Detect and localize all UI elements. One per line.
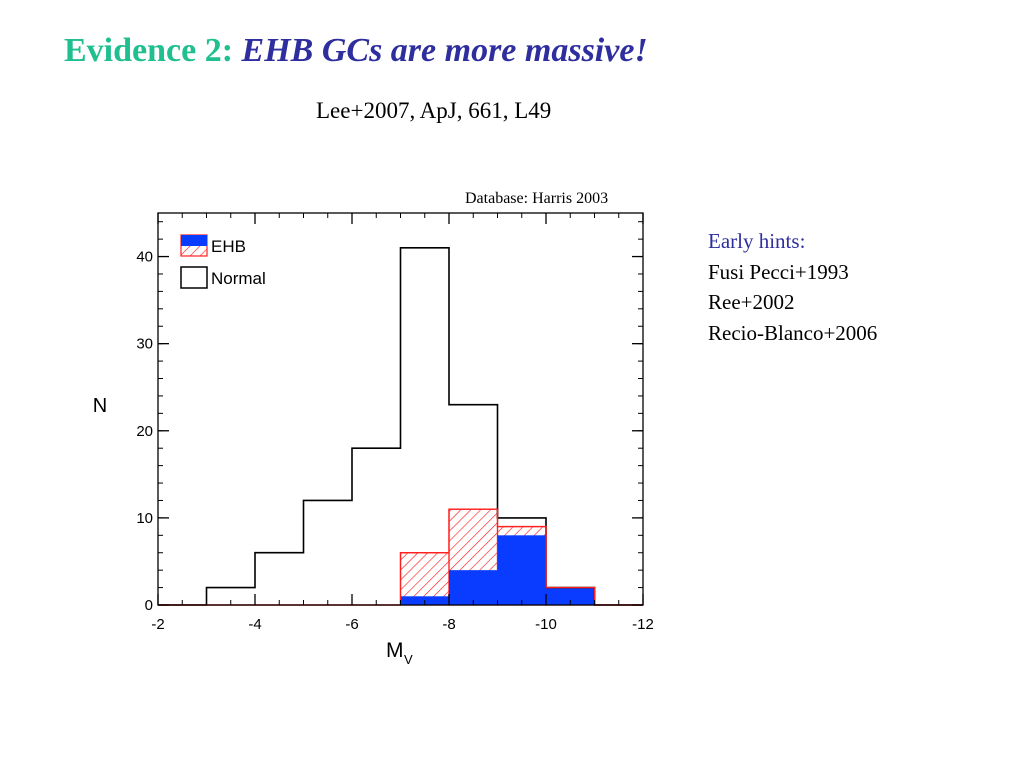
x-tick-label: -12 — [632, 616, 654, 633]
early-hints-box: Early hints: Fusi Pecci+1993 Ree+2002 Re… — [708, 226, 877, 348]
y-tick-label: 30 — [136, 336, 153, 353]
hints-header: Early hints: — [708, 229, 806, 253]
y-tick-label: 0 — [145, 597, 153, 614]
normal-step-line — [158, 247, 643, 606]
axes: -2 -4 -6 -8 -10 -12 0 10 20 30 40 N M V — [93, 212, 654, 667]
legend-label-normal: Normal — [211, 269, 266, 288]
x-tick-label: -4 — [248, 616, 261, 633]
y-tick-label: 20 — [136, 423, 153, 440]
hint-item: Ree+2002 — [708, 290, 795, 314]
slide-title: Evidence 2: EHB GCs are more massive! — [64, 32, 648, 70]
x-tick-label: -2 — [151, 616, 164, 633]
legend-swatch-normal — [180, 266, 208, 289]
title-prefix: Evidence 2: — [64, 32, 234, 69]
x-tick-label: -6 — [345, 616, 358, 633]
hint-item: Recio-Blanco+2006 — [708, 320, 878, 345]
reference-citation: Lee+2007, ApJ, 661, L49 — [316, 98, 552, 123]
hint-item: Fusi Pecci+1993 — [708, 259, 849, 284]
y-tick-label: 10 — [136, 510, 153, 527]
x-axis-label-subscript: V — [404, 652, 413, 667]
title-main: EHB GCs are more massive! — [241, 32, 648, 69]
ehb-solid-bar — [449, 570, 498, 605]
y-tick-label: 40 — [136, 249, 153, 266]
database-note: Database: Harris 2003 — [465, 190, 609, 207]
legend-label-ehb: EHB — [211, 237, 246, 256]
ehb-solid-bar — [497, 535, 546, 605]
x-tick-label: -10 — [535, 616, 557, 633]
y-axis-label: N — [93, 395, 107, 417]
legend-swatch-ehb-solid — [181, 235, 207, 246]
histogram-bars — [158, 247, 643, 606]
x-axis-label: M — [386, 639, 404, 662]
legend: EHB Normal — [180, 234, 266, 289]
ehb-solid-bar — [546, 587, 595, 605]
x-tick-label: -8 — [442, 616, 455, 633]
